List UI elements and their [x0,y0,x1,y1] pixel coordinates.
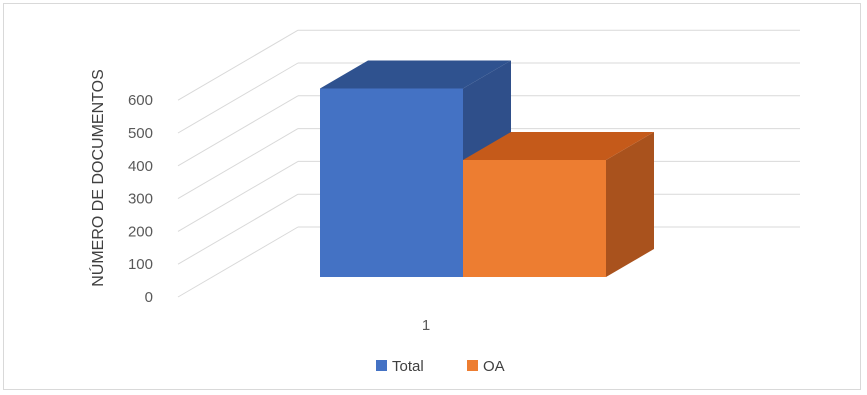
gridline-diagonal [177,29,299,101]
y-tick-label: 100 [128,256,153,273]
bar-side-face [606,132,654,277]
bar-total [320,60,511,277]
y-axis-ticks: 0 100 200 300 400 500 600 [128,92,153,306]
bar-top-face [463,132,654,160]
gridline-diagonal [177,226,299,298]
x-axis-category-label: 1 [422,317,430,334]
bar-oa [463,132,654,277]
y-tick-label: 0 [145,289,153,306]
y-tick-label: 200 [128,223,153,240]
gridline-diagonal [177,62,299,134]
y-tick-label: 400 [128,158,153,175]
bar-front-face [320,88,463,277]
bars [320,60,654,277]
gridline-diagonal [177,128,299,200]
y-axis-label: NÚMERO DE DOCUMENTOS [88,69,107,287]
gridline-diagonal [177,95,299,167]
y-tick-label: 500 [128,125,153,142]
bar-top-face [320,60,511,89]
legend-swatch-total [376,360,387,371]
gridline-diagonal [177,160,299,232]
legend: Total OA [376,358,505,375]
legend-label-total: Total [392,358,424,375]
y-tick-label: 300 [128,191,153,208]
legend-label-oa: OA [483,358,505,375]
y-tick-label: 600 [128,92,153,109]
gridline-diagonal [177,193,299,265]
bar-front-face [463,160,606,277]
legend-swatch-oa [467,360,478,371]
